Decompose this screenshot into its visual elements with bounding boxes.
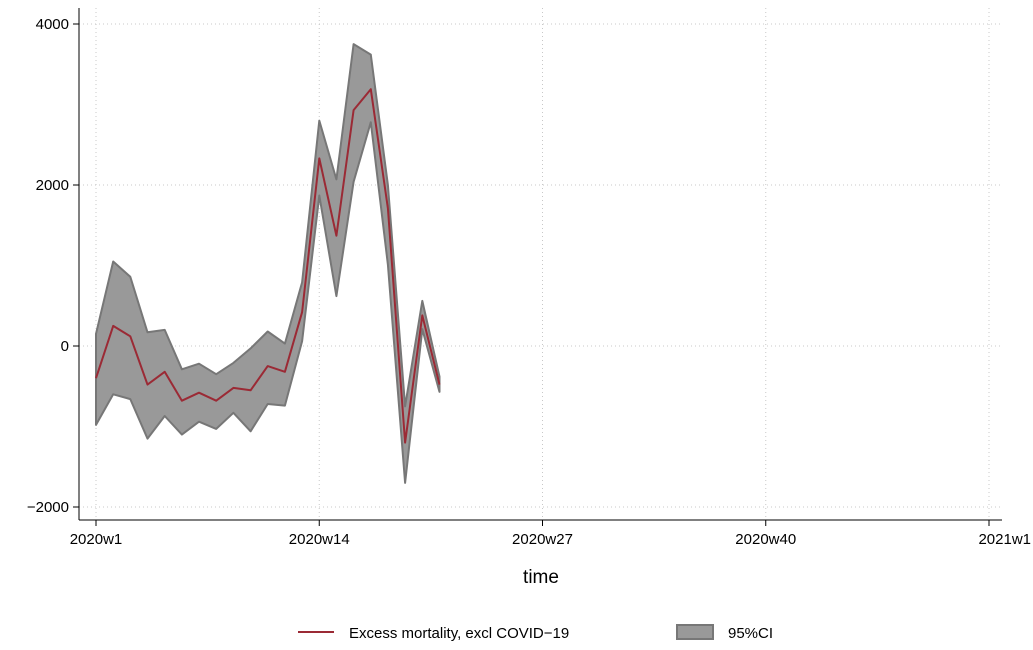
confidence-band-layer bbox=[95, 43, 441, 484]
y-tick-label: 2000 bbox=[36, 177, 69, 194]
x-axis-title: time bbox=[523, 567, 559, 588]
y-tick-label: 4000 bbox=[36, 16, 69, 33]
x-tick-label: 2020w27 bbox=[512, 531, 573, 548]
x-tick-label: 2020w14 bbox=[289, 531, 350, 548]
axes: −2000 0 2000 4000 2020w1 2020w14 2020w27 2020w4… bbox=[27, 8, 1031, 548]
legend-ci-label: 95%CI bbox=[728, 625, 773, 642]
legend: Excess mortality, excl COVID−19 95%CI bbox=[298, 624, 773, 642]
legend-series-label: Excess mortality, excl COVID−19 bbox=[349, 625, 569, 642]
legend-band-swatch bbox=[676, 624, 714, 640]
y-tick-label: 0 bbox=[61, 338, 69, 355]
y-tick-label: −2000 bbox=[27, 499, 69, 516]
x-tick-label: 2021w1 bbox=[978, 531, 1031, 548]
ci-band bbox=[95, 43, 441, 484]
x-tick-label: 2020w40 bbox=[735, 531, 796, 548]
series-line-layer bbox=[95, 88, 441, 444]
series-line bbox=[95, 88, 441, 444]
grid-lines bbox=[79, 8, 1002, 520]
x-tick-label: 2020w1 bbox=[70, 531, 123, 548]
